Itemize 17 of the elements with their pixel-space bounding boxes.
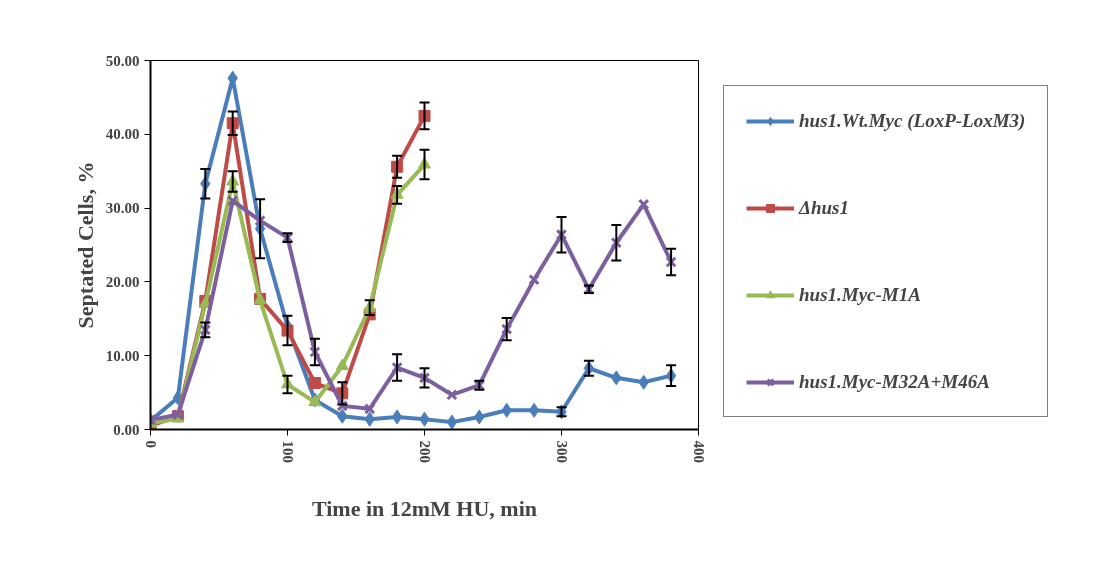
y-tick-label: 10.00 [105, 347, 140, 364]
legend-label: hus1.Myc-M1A [799, 282, 921, 307]
x-tick-label: 400 [690, 440, 707, 463]
y-axis-title: Septated Cells, % [72, 161, 98, 329]
x-tick-label: 200 [416, 440, 433, 463]
x-tick-label: 0 [142, 440, 159, 448]
legend-label: hus1.Myc-M32A+M46A [799, 369, 990, 394]
x-axis-title: Time in 12mM HU, min [311, 496, 538, 521]
x-tick-label: 100 [279, 440, 296, 463]
y-tick-label: 50.00 [105, 52, 140, 69]
legend-label: Δhus1 [799, 195, 849, 220]
y-tick-label: 40.00 [105, 126, 140, 143]
legend-label: hus1.Wt.Myc (LoxP-LoxM3) [799, 108, 1026, 133]
y-tick-label: 20.00 [105, 273, 140, 290]
x-tick-label: 300 [553, 440, 570, 463]
y-tick-label: 0.00 [113, 421, 140, 438]
y-tick-label: 30.00 [105, 200, 140, 217]
